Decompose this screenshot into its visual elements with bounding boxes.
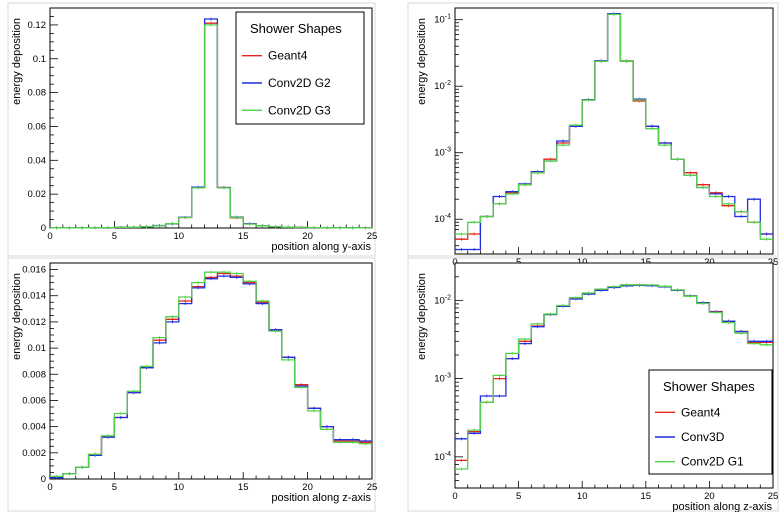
y-tick-label: 10-3 bbox=[434, 373, 451, 385]
x-tick-label: 5 bbox=[516, 491, 521, 502]
y-tick-label: 0.02 bbox=[28, 189, 47, 200]
x-tick-label: 0 bbox=[452, 491, 457, 502]
y-tick-label: 10-2 bbox=[434, 80, 451, 92]
x-tick-label: 15 bbox=[238, 231, 249, 242]
panel-frame bbox=[407, 2, 779, 257]
x-tick-label: 15 bbox=[641, 491, 652, 502]
y-axis-title: energy deposition bbox=[11, 18, 23, 105]
x-tick-label: 20 bbox=[704, 491, 715, 502]
legend: Shower Shapes Geant4 Conv2D G2 Conv2D G3 bbox=[235, 11, 365, 125]
chart-panel-4: 0 5 10 15 20 25 10-4 10-3 10-2 position along z-a… bbox=[407, 257, 779, 512]
plot-area bbox=[49, 262, 373, 480]
y-tick-label: 10-2 bbox=[434, 294, 451, 306]
x-tick-label: 0 bbox=[47, 482, 52, 493]
y-tick-label: 0 bbox=[41, 474, 46, 485]
y-tick-label: 10-1 bbox=[434, 14, 451, 26]
x-axis-title: position along y-axis bbox=[271, 241, 371, 253]
y-tick-label: 0 bbox=[41, 223, 46, 234]
x-tick-label: 0 bbox=[47, 231, 52, 242]
y-tick-label: 0.016 bbox=[22, 265, 46, 276]
x-axis-title: position along z-axis bbox=[672, 501, 772, 512]
y-tick-label: 0.06 bbox=[28, 121, 47, 132]
x-tick-label: 25 bbox=[768, 491, 779, 502]
y-tick-label: 0.006 bbox=[22, 395, 46, 406]
legend-box bbox=[648, 369, 773, 475]
y-tick-label: 0.002 bbox=[22, 448, 46, 459]
y-tick-label: 0.12 bbox=[28, 20, 47, 31]
legend-title: Shower Shapes bbox=[663, 379, 755, 394]
legend-title: Shower Shapes bbox=[250, 21, 342, 36]
y-tick-label: 10-3 bbox=[434, 147, 451, 159]
y-tick-label: 0.004 bbox=[22, 422, 46, 433]
x-tick-label: 25 bbox=[367, 482, 378, 493]
y-axis-title: energy deposition bbox=[11, 273, 23, 360]
panel-frame bbox=[7, 257, 376, 512]
y-tick-label: 0.012 bbox=[22, 317, 46, 328]
x-tick-label: 10 bbox=[174, 231, 185, 242]
legend: Shower Shapes Geant4 Conv3D Conv2D G1 bbox=[648, 369, 773, 475]
plot-area bbox=[454, 7, 774, 255]
chart-panel-3: 0 5 10 15 20 25 0 0.002 0.004 0.006 0.008 0.01 0.012… bbox=[7, 257, 378, 512]
x-tick-label: 5 bbox=[112, 482, 117, 493]
legend-box bbox=[235, 11, 365, 125]
x-tick-label: 10 bbox=[577, 491, 588, 502]
x-tick-label: 5 bbox=[112, 231, 117, 242]
y-tick-label: 0.1 bbox=[33, 54, 46, 65]
y-tick-label: 0.014 bbox=[22, 291, 46, 302]
y-tick-label: 0.01 bbox=[28, 343, 47, 354]
y-tick-label: 0.008 bbox=[22, 369, 46, 380]
x-tick-label: 20 bbox=[302, 231, 313, 242]
x-tick-label: 15 bbox=[238, 482, 249, 493]
x-tick-label: 10 bbox=[174, 482, 185, 493]
y-tick-label: 10-4 bbox=[434, 451, 451, 463]
legend-entry: Geant4 bbox=[681, 405, 721, 419]
legend-entry: Conv2D G1 bbox=[681, 455, 744, 469]
x-axis-title: position along z-axis bbox=[271, 492, 371, 504]
y-tick-label: 0.04 bbox=[28, 155, 47, 166]
chart-panel-1: 0 5 10 15 20 25 0 0.02 0.04 0.06 0.08 0.1 0.12 positi… bbox=[7, 2, 378, 257]
y-axis-title: energy deposition bbox=[416, 18, 428, 105]
panel-frame bbox=[7, 2, 376, 257]
legend-entry: Conv2D G2 bbox=[268, 76, 331, 90]
x-tick-label: 20 bbox=[302, 482, 313, 493]
y-tick-label: 10-4 bbox=[434, 213, 451, 225]
panel-frame bbox=[407, 257, 779, 512]
legend-entry: Conv3D bbox=[681, 430, 725, 444]
legend-entry: Conv2D G3 bbox=[268, 103, 331, 117]
legend-entry: Geant4 bbox=[268, 49, 308, 63]
y-tick-label: 0.08 bbox=[28, 88, 47, 99]
y-axis-title: energy deposition bbox=[416, 273, 428, 360]
series-line-series-3 bbox=[50, 271, 372, 478]
x-tick-label: 25 bbox=[367, 231, 378, 242]
series-line-conv2d-g1 bbox=[455, 284, 773, 470]
